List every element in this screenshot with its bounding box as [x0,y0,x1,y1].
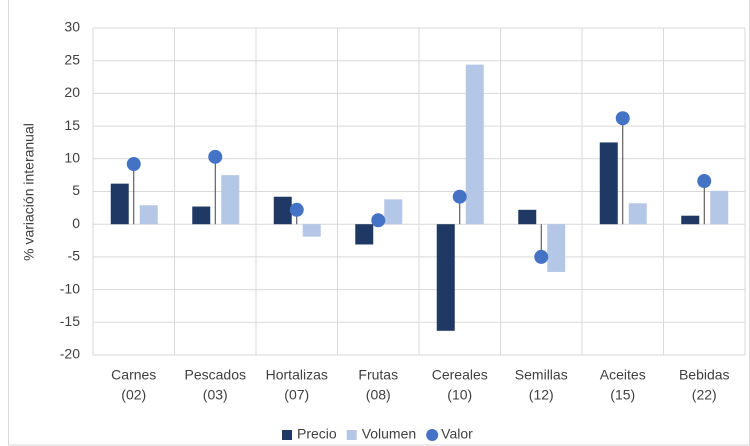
x-tick-label: (22) [692,387,717,403]
value-dot [615,111,630,126]
value-dot [452,189,467,204]
y-tick-label: 25 [64,51,80,67]
bar [355,224,374,245]
y-axis-label: % variación interanual [21,123,37,261]
value-dot [697,174,712,189]
bar [273,196,292,225]
legend-label: Volumen [362,426,416,442]
x-tick-label: (08) [366,387,391,403]
x-tick-label: Frutas [358,367,398,383]
bar [681,215,700,225]
x-tick-label: (12) [529,387,554,403]
bar [518,209,537,225]
y-tick-label: 10 [64,150,80,166]
y-tick-label: 20 [64,84,80,100]
value-dot [371,213,386,228]
x-tick-label: (03) [203,387,228,403]
x-tick-label: Pescados [185,367,246,383]
bar [436,224,455,331]
value-dot [534,249,549,264]
y-tick-label: 15 [64,117,80,133]
bar [599,142,618,225]
x-tick-label: Cereales [432,367,488,383]
legend-swatch [346,430,357,440]
bar [384,199,403,225]
x-tick-label: Bebidas [679,367,730,383]
y-tick-label: 0 [72,215,80,231]
bar [110,183,129,225]
bar [139,205,158,225]
y-tick-label: 30 [64,19,80,35]
legend-swatch [426,429,439,441]
x-tick-label: Aceites [600,367,646,383]
y-tick-label: 5 [72,182,80,198]
x-tick-label: Semillas [515,367,568,383]
value-dot [208,149,223,164]
value-dot [289,202,304,217]
x-tick-label: Carnes [111,367,156,383]
value-dot [126,157,141,172]
bar [628,203,647,225]
x-tick-label: (07) [284,387,309,403]
x-tick-label: (02) [121,387,146,403]
legend-swatch [282,430,292,440]
legend-label: Precio [297,426,337,442]
bar [710,190,729,225]
bar [192,206,211,225]
y-tick-label: -5 [68,248,81,264]
y-tick-label: -20 [60,346,80,362]
legend-label: Valor [441,426,473,442]
y-tick-label: -10 [60,280,80,296]
x-tick-label: Hortalizas [266,367,328,383]
bar [465,64,484,225]
x-tick-label: (10) [447,387,472,403]
bar [547,224,566,272]
bar [302,224,321,237]
y-tick-label: -15 [60,313,80,329]
bar [221,175,240,225]
x-tick-label: (15) [610,387,635,403]
